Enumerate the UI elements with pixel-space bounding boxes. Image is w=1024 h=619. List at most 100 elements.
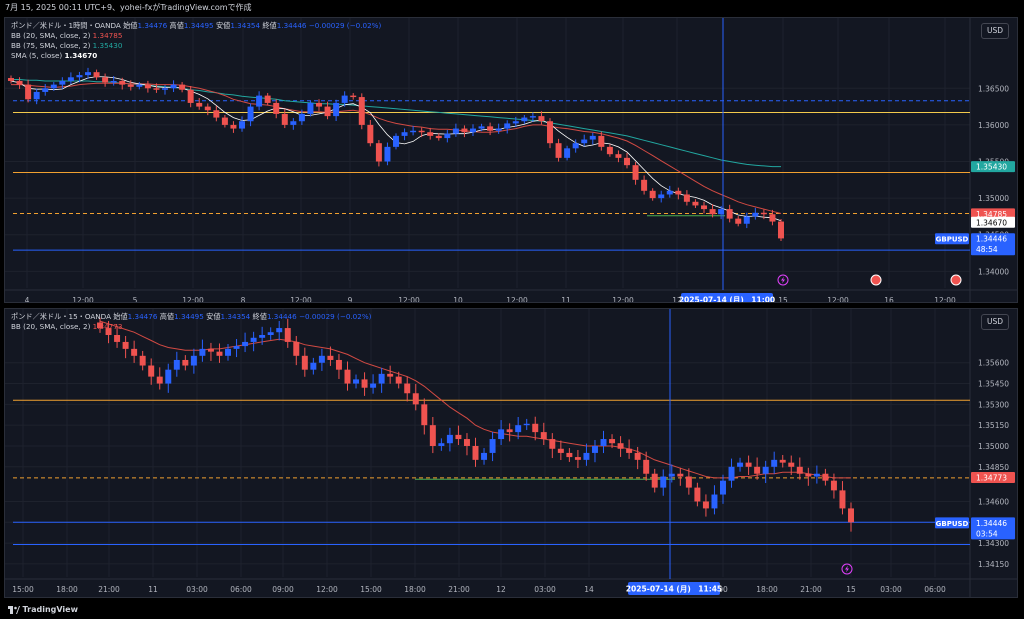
time-tick-label: 12:00 [316,585,338,594]
time-tick-label: 15:00 [12,585,34,594]
candle-body [685,476,692,488]
legend-indicator-bb20[interactable]: BB (20, SMA, close, 2) 1.34773 [11,322,371,332]
candle-body [429,425,436,446]
candle-body [506,429,513,433]
chart-canvas-1h[interactable]: 1.365001.360001.355001.350001.345001.340… [5,18,1017,302]
economic-event-flag-icon [950,274,962,286]
price-axis-tag [971,161,1015,173]
candle-body [598,135,605,147]
chart-pane-15m[interactable]: 1.35600 1.35450 1.35300 1.35150 1.35000 1.348… [4,308,1018,598]
candle-body [207,348,214,352]
candle-body [735,218,742,224]
candle-body [830,480,837,491]
time-tick-label: 12 [496,585,506,594]
candle-body [743,216,750,224]
candle-body [105,328,112,335]
legend-ohlc-row: ポンド／米ドル・1時間・OANDA 始値1.34476 高値1.34495 安値… [11,21,381,31]
candle-body [435,135,442,139]
candle-body [393,135,399,147]
legend-indicator-bb20[interactable]: BB (20, SMA, close, 2) 1.34785 [11,31,381,41]
candle-body [771,459,778,467]
candle-body [549,439,556,449]
candle-body [401,132,408,136]
candle-body [529,116,536,118]
candle-body [281,113,288,125]
symbol-tag-label: GBPUSD [936,520,969,528]
candle-body [487,126,494,131]
time-tick-label: 15 [778,296,788,302]
crosshair-date-box [628,582,720,595]
candle-body [404,383,411,394]
price-axis-tag-value: 1.35430 [976,163,1007,172]
candle-body [165,369,172,384]
time-tick-label: 18:00 [56,585,78,594]
price-axis-tag [971,208,1015,220]
candle-body [301,355,308,370]
candle-body [264,95,271,103]
currency-button-1h[interactable]: USD [981,23,1009,39]
candle-body [523,423,530,426]
candle-body [341,95,348,103]
candle-body [33,91,40,100]
candle-body [267,332,274,335]
candle-body [370,383,377,388]
time-tick-label: 21:00 [448,585,470,594]
crosshair-date-label: 2025-07-14 (月) 11:00 [679,296,775,303]
candle-body [190,355,197,366]
candle-body [335,359,342,370]
high-label: 高値 [169,21,184,30]
bb20-middle-line [99,320,851,479]
chart-legend-15m: ポンド／米ドル・15・OANDA 始値1.34476 高値1.34495 安値1… [11,312,371,332]
candle-body [515,425,522,433]
price-tick-label: 1.35600 [978,359,1009,368]
legend-indicator-bb75[interactable]: BB (75, SMA, close, 2) 1.35430 [11,41,381,51]
candle-body [540,432,547,440]
low-value: 1.34354 [220,312,251,321]
time-tick-label: 12 [672,296,682,302]
candle-body [609,439,616,444]
candle-body [144,84,151,89]
time-tick-label: 06:00 [230,585,252,594]
price-tick-label: 1.35150 [978,421,1009,430]
symbol-tag-box [935,233,969,245]
change-value: −0.00029 (−0.02%) [298,312,372,321]
time-tick-label: 03:00 [880,585,902,594]
candle-body [495,128,502,131]
candle-body [187,89,194,103]
price-axis-tag-value: 1.34446 [976,235,1007,244]
legend-title: ポンド／米ドル・15・OANDA [11,312,111,321]
candle-body [718,209,725,215]
candle-body [711,494,718,509]
time-tick-label: 14 [584,585,594,594]
time-tick-label: 21:00 [98,585,120,594]
tradingview-logo-text[interactable]: TradingView [22,605,78,614]
price-axis-tag [971,233,1015,256]
high-value: 1.34495 [183,21,214,30]
candle-body [557,448,564,453]
time-tick-label: 06:00 [924,585,946,594]
chart-pane-1h[interactable]: 1.365001.360001.355001.350001.345001.340… [4,17,1018,303]
price-tick-label: 1.34000 [978,267,1009,276]
candle-body [59,80,66,85]
price-axis-tag-value: 1.34670 [976,218,1007,227]
time-tick-label: 8 [241,296,246,302]
candle-body [410,130,417,133]
candle-body [626,448,633,453]
candle-body [225,348,231,356]
low-value: 1.34354 [230,21,261,30]
time-tick-label: 03:00 [534,585,556,594]
tradingview-logo-icon[interactable] [8,605,20,614]
chart-canvas-15m[interactable]: 1.35600 1.35450 1.35300 1.35150 1.35000 1.348… [5,309,1017,597]
candle-body [728,466,735,481]
time-tick-label: 11 [561,296,571,302]
candle-body [839,490,846,509]
time-tick-label: 09:00 [272,585,294,594]
candle-body [788,462,795,467]
candle-body [162,88,168,90]
candle-body [677,473,684,477]
candle-body [247,106,254,122]
currency-button-15m[interactable]: USD [981,314,1009,330]
candle-body [675,190,682,195]
legend-indicator-sma5[interactable]: SMA (5, close) 1.34670 [11,51,381,61]
close-value: 1.34446 [276,21,307,30]
